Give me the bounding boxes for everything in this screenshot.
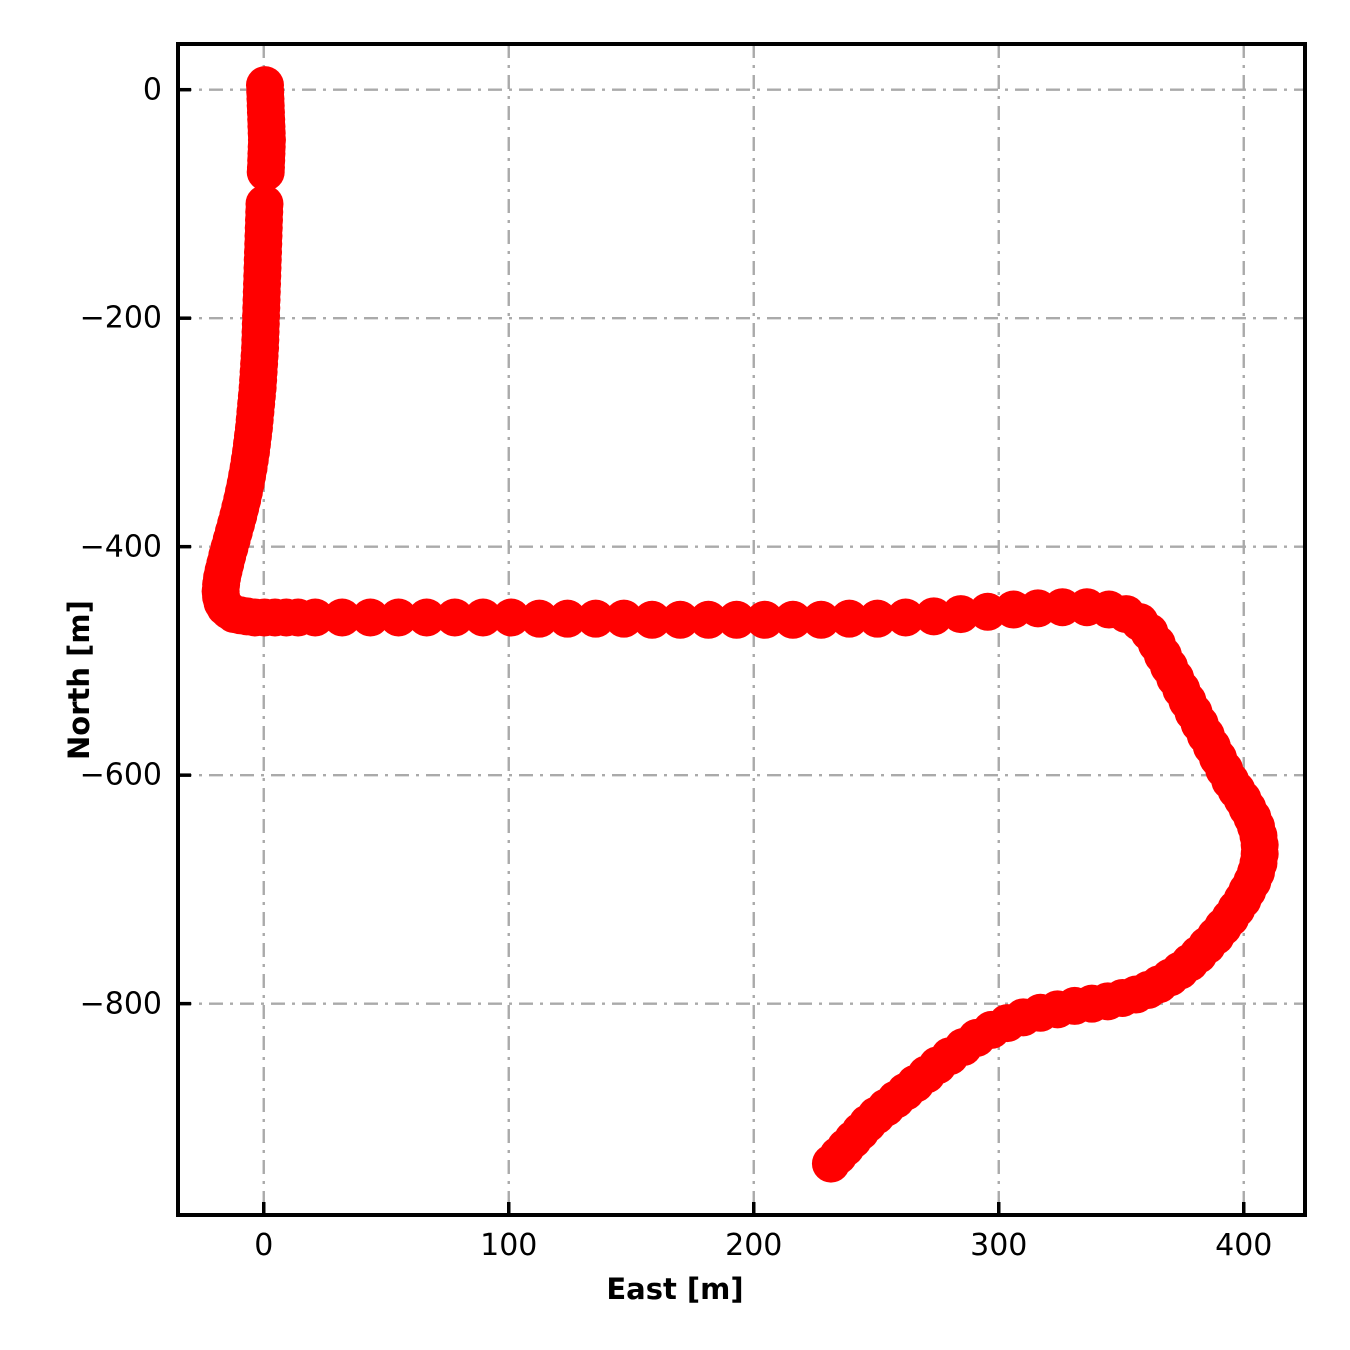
- series-trajectory: [201, 66, 1279, 1183]
- y-tick-label: 0: [142, 72, 162, 108]
- data-point: [830, 599, 869, 638]
- y-tick-label: −600: [79, 757, 162, 793]
- data-point: [296, 598, 335, 637]
- data-point: [492, 598, 531, 637]
- y-axis-title: North [m]: [62, 600, 96, 760]
- x-tick-label: 400: [1215, 1228, 1273, 1263]
- data-point: [858, 599, 897, 638]
- x-tick-label: 100: [480, 1228, 538, 1263]
- data-point: [633, 600, 672, 639]
- data-point: [661, 600, 700, 639]
- tick-marks: [178, 87, 1246, 1215]
- data-point: [773, 600, 812, 639]
- data-point: [604, 599, 643, 638]
- x-tick-label: 0: [254, 1228, 274, 1263]
- y-tick-label: −800: [79, 986, 162, 1022]
- y-tick-label: −200: [79, 300, 162, 336]
- y-tick-label: −400: [79, 529, 162, 565]
- data-point: [811, 1144, 850, 1183]
- data-point: [323, 598, 362, 637]
- data-point: [548, 599, 587, 638]
- data-point: [435, 598, 474, 637]
- data-point: [802, 600, 841, 639]
- data-point: [407, 598, 446, 637]
- data-point: [576, 599, 615, 638]
- data-point: [689, 600, 728, 639]
- data-point: [886, 598, 925, 637]
- data-point: [717, 600, 756, 639]
- data-point: [379, 598, 418, 637]
- data-point: [745, 600, 784, 639]
- data-point: [520, 599, 559, 638]
- plot-frame: [176, 42, 1307, 1217]
- data-point: [464, 598, 503, 637]
- data-point: [246, 152, 285, 191]
- x-tick-label: 200: [725, 1228, 783, 1263]
- data-point: [351, 598, 390, 637]
- x-axis-title: East [m]: [606, 1272, 744, 1306]
- x-tick-label: 300: [970, 1228, 1028, 1263]
